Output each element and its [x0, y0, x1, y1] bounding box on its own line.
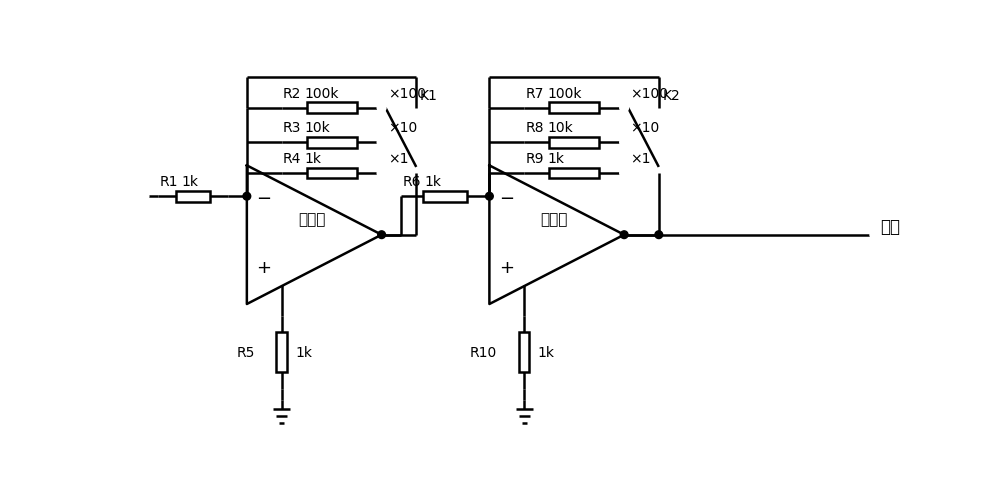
Text: R1: R1	[160, 175, 178, 189]
Text: 10k: 10k	[547, 121, 573, 135]
Text: R6: R6	[402, 175, 421, 189]
Text: K1: K1	[420, 89, 438, 103]
Text: R10: R10	[470, 346, 497, 360]
Circle shape	[620, 231, 628, 239]
Text: 1k: 1k	[305, 152, 322, 166]
Circle shape	[620, 169, 628, 177]
Circle shape	[871, 231, 878, 239]
Circle shape	[243, 192, 251, 200]
Bar	[176, 191, 210, 202]
Bar	[549, 137, 599, 148]
Text: 输出: 输出	[881, 218, 901, 236]
Bar	[307, 168, 357, 179]
Bar	[423, 191, 467, 202]
Text: ×100: ×100	[388, 87, 426, 101]
Text: 100k: 100k	[547, 87, 582, 101]
Circle shape	[620, 104, 628, 111]
Text: ×10: ×10	[388, 121, 417, 135]
Text: R9: R9	[526, 152, 544, 166]
Bar	[307, 102, 357, 113]
Circle shape	[655, 231, 663, 239]
Circle shape	[141, 192, 148, 200]
Circle shape	[378, 138, 385, 146]
Text: +: +	[256, 259, 271, 277]
Text: R4: R4	[283, 152, 301, 166]
Bar	[549, 168, 599, 179]
Circle shape	[378, 231, 385, 239]
Text: 100k: 100k	[305, 87, 339, 101]
Text: +: +	[499, 259, 514, 277]
Text: R3: R3	[283, 121, 301, 135]
Text: K2: K2	[663, 89, 680, 103]
Text: −: −	[499, 190, 514, 207]
Bar	[519, 332, 529, 372]
Text: 1k: 1k	[181, 175, 198, 189]
Text: R8: R8	[526, 121, 544, 135]
Bar	[549, 102, 599, 113]
Bar	[307, 137, 357, 148]
Text: 1k: 1k	[424, 175, 441, 189]
Text: 1k: 1k	[538, 346, 555, 360]
Text: 10k: 10k	[305, 121, 330, 135]
Text: R5: R5	[236, 346, 255, 360]
Text: ×1: ×1	[388, 152, 408, 166]
Text: 1k: 1k	[295, 346, 312, 360]
Text: 放大器: 放大器	[540, 213, 568, 228]
Circle shape	[378, 104, 385, 111]
Circle shape	[378, 169, 385, 177]
Text: ×100: ×100	[630, 87, 668, 101]
Text: R2: R2	[283, 87, 301, 101]
Text: R7: R7	[526, 87, 544, 101]
Circle shape	[486, 192, 493, 200]
Circle shape	[620, 138, 628, 146]
Text: −: −	[256, 190, 271, 207]
Text: ×1: ×1	[630, 152, 651, 166]
Bar	[276, 332, 287, 372]
Text: 放大器: 放大器	[298, 213, 325, 228]
Text: 1k: 1k	[547, 152, 564, 166]
Text: ×10: ×10	[630, 121, 660, 135]
